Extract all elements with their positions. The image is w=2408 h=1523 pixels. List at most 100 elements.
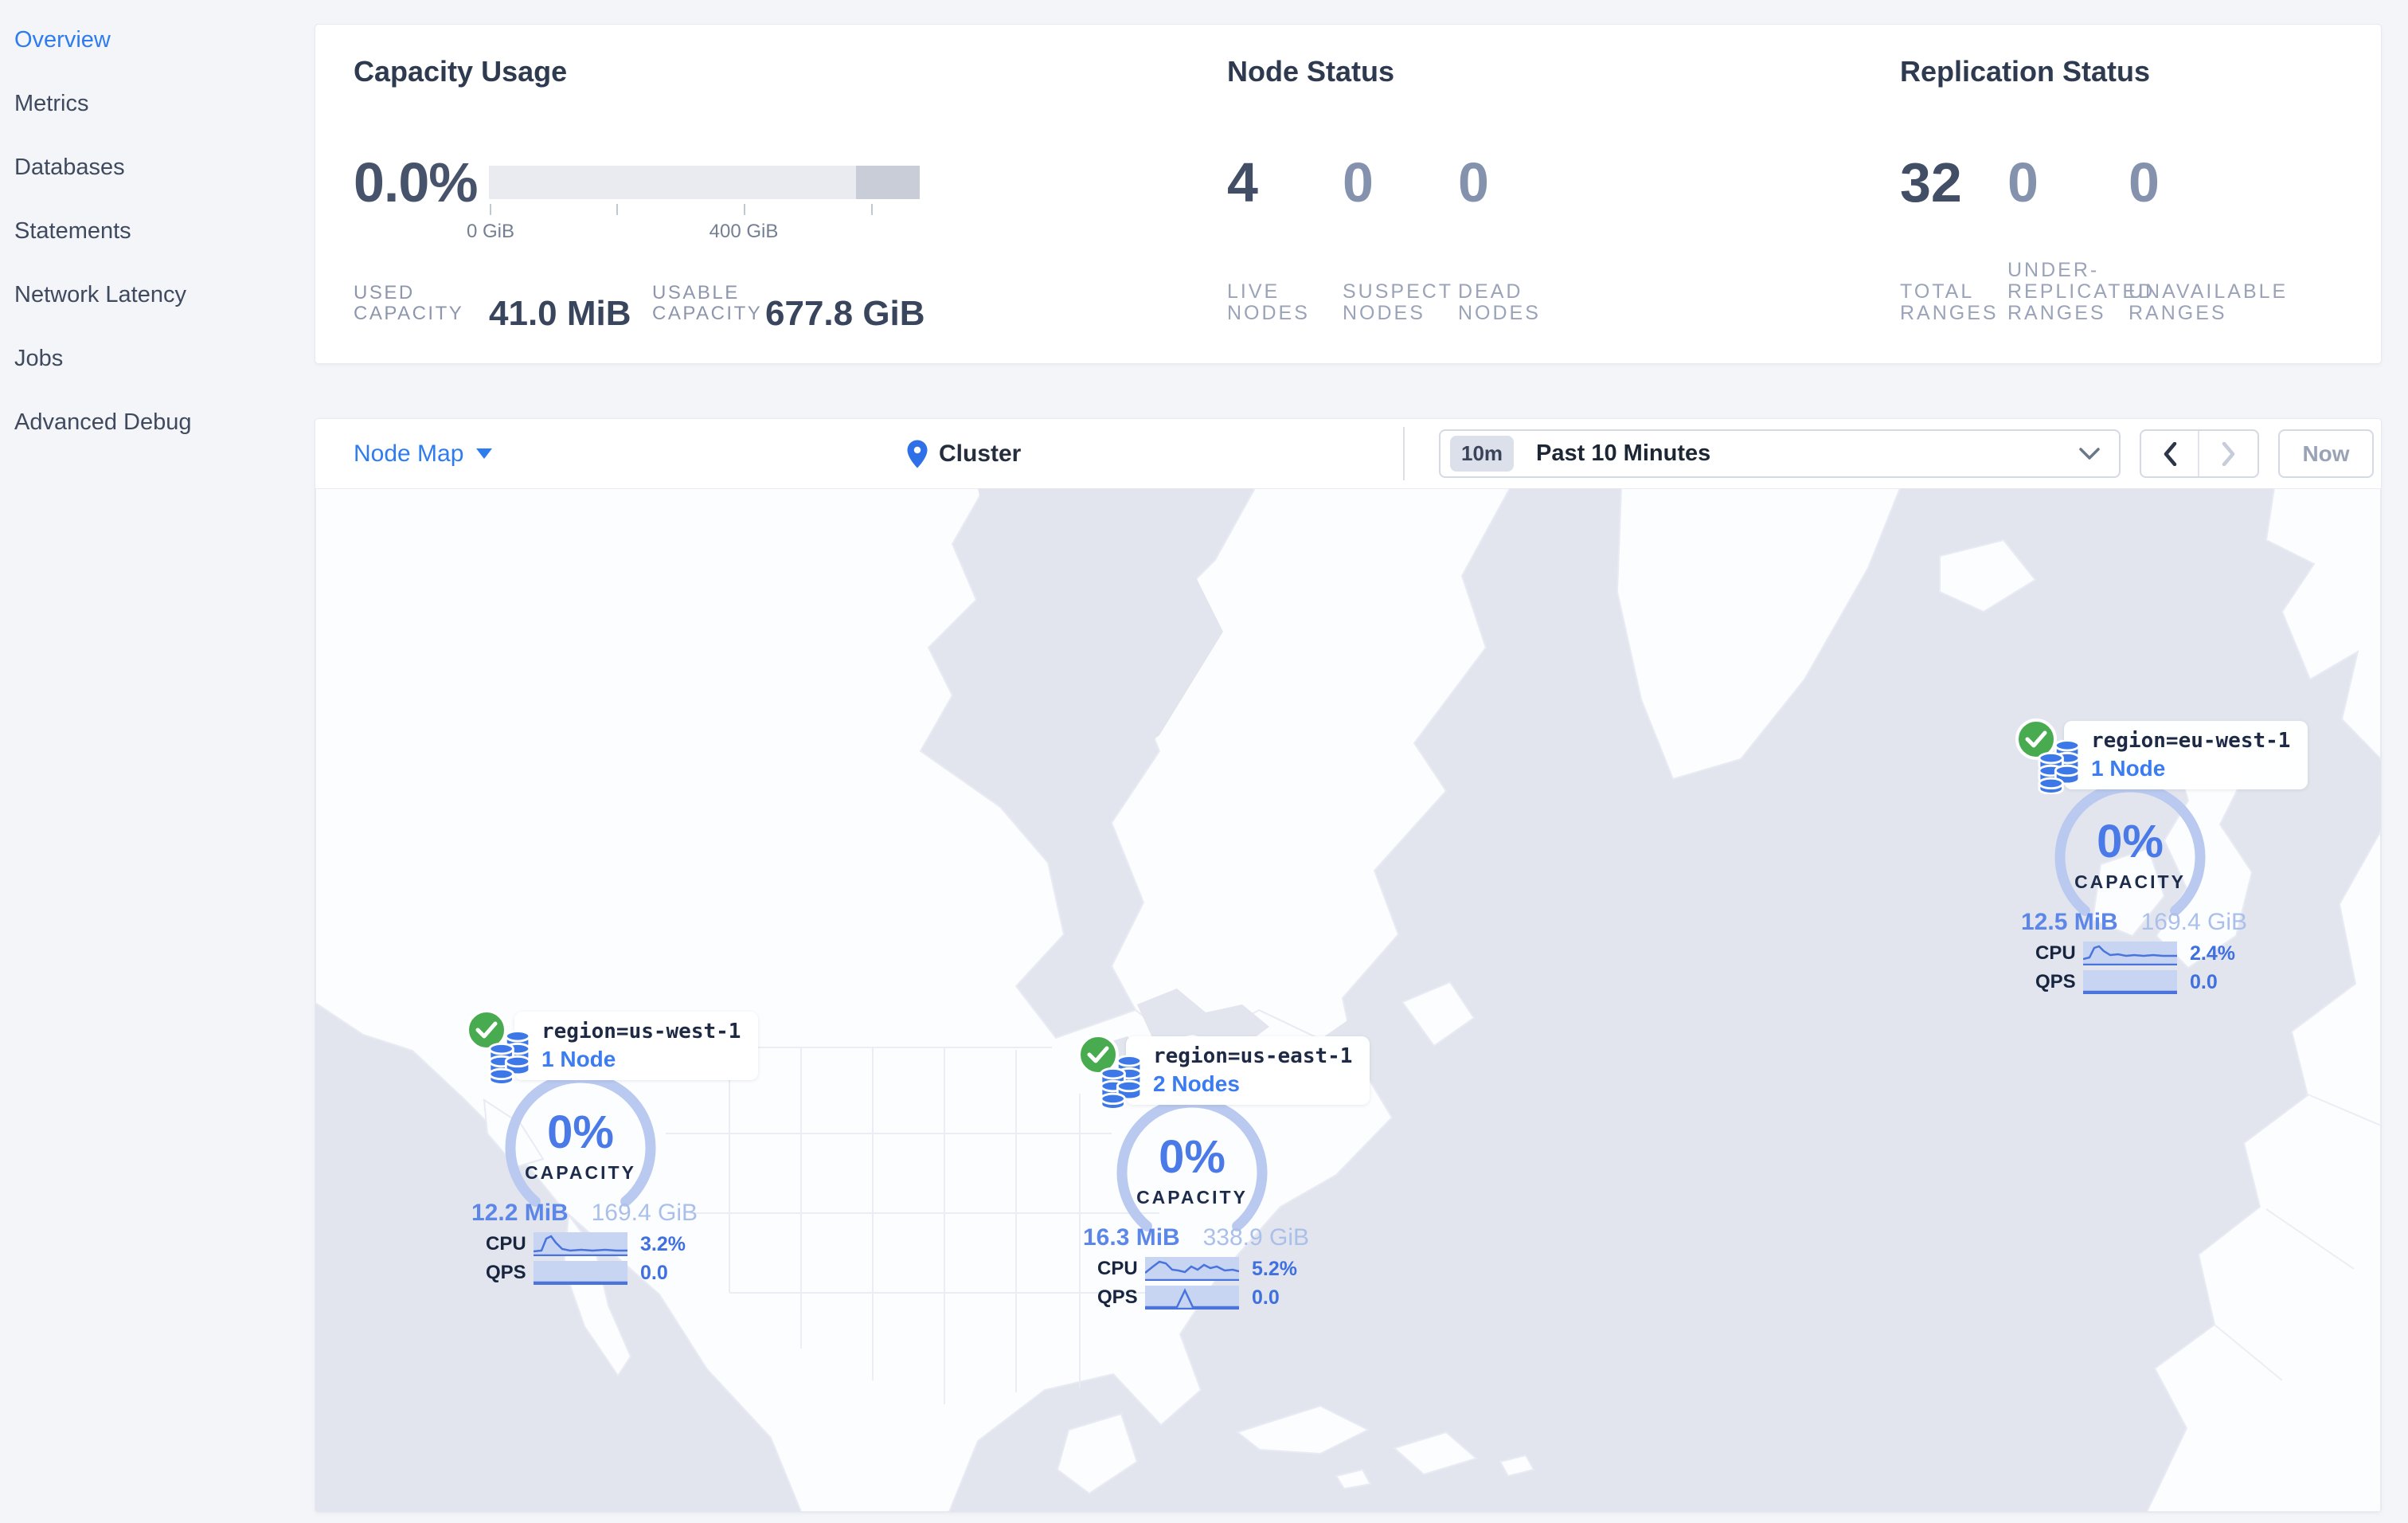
region-capacity-label: CAPACITY bbox=[1136, 1187, 1248, 1208]
now-button[interactable]: Now bbox=[2278, 429, 2374, 478]
region-usable-capacity: 338.9 GiB bbox=[1202, 1224, 1309, 1251]
sidebar-item-jobs[interactable]: Jobs bbox=[14, 346, 64, 371]
region-capacity-values: 16.3 MiB 338.9 GiB bbox=[1083, 1224, 1309, 1251]
under-replicated-ranges-label: UNDER-REPLICATED RANGES bbox=[2007, 259, 2156, 324]
qps-value: 0.0 bbox=[1252, 1286, 1280, 1309]
region-usable-capacity: 169.4 GiB bbox=[2140, 909, 2247, 935]
location-pin-icon bbox=[907, 440, 928, 468]
capacity-axis-tick bbox=[744, 204, 745, 215]
sidebar-item-databases[interactable]: Databases bbox=[14, 155, 125, 180]
capacity-usage-bar bbox=[489, 166, 920, 199]
cpu-sparkline bbox=[2082, 942, 2177, 966]
node-status-title: Node Status bbox=[1227, 55, 1395, 88]
capacity-axis-label-0: 0 GiB bbox=[466, 221, 515, 242]
sidebar-item-metrics[interactable]: Metrics bbox=[14, 91, 89, 116]
region-name: region=eu-west-1 bbox=[2091, 729, 2291, 753]
region-cpu-row: CPU 2.4% bbox=[2035, 941, 2258, 966]
live-nodes-label: LIVE NODES bbox=[1227, 280, 1310, 324]
region-marker-eu-west-1[interactable]: region=eu-west-1 1 Node 0% CAPACITY 12.5… bbox=[2015, 718, 2308, 998]
usable-capacity-label: USABLE CAPACITY bbox=[652, 282, 763, 324]
region-nodes-link[interactable]: 1 Node bbox=[2091, 756, 2166, 781]
sidebar: Overview Metrics Databases Statements Ne… bbox=[0, 0, 315, 1523]
map-toolbar: Node Map Cluster 10m Past 10 Minutes bbox=[315, 419, 2381, 488]
cpu-value: 2.4% bbox=[2190, 942, 2235, 965]
region-label-chip: region=eu-west-1 1 Node bbox=[2064, 721, 2308, 789]
region-capacity-percent: 0% bbox=[1159, 1131, 1226, 1183]
capacity-axis-tick bbox=[490, 204, 491, 215]
qps-value: 0.0 bbox=[2190, 970, 2218, 993]
time-range-dropdown[interactable]: 10m Past 10 Minutes bbox=[1439, 429, 2121, 478]
database-stack-icon bbox=[1100, 1055, 1143, 1110]
capacity-usage-title: Capacity Usage bbox=[354, 55, 568, 88]
node-map: region=us-west-1 1 Node 0% CAPACITY 12.2… bbox=[315, 488, 2381, 1512]
capacity-axis-tick bbox=[871, 204, 873, 215]
cpu-value: 3.2% bbox=[640, 1232, 686, 1255]
region-capacity-label: CAPACITY bbox=[2074, 871, 2186, 892]
under-replicated-ranges-count: 0 bbox=[2007, 151, 2039, 213]
dead-nodes-label: DEAD NODES bbox=[1458, 280, 1541, 324]
used-capacity-label: USED CAPACITY bbox=[354, 282, 464, 324]
time-prev-button[interactable] bbox=[2141, 431, 2199, 476]
qps-sparkline bbox=[1145, 1286, 1239, 1310]
time-pager-group bbox=[2140, 429, 2259, 478]
breadcrumb-label: Cluster bbox=[939, 440, 1022, 467]
cluster-summary-panel: Capacity Usage 0.0% 0 GiB 400 GiB USED C… bbox=[315, 24, 2382, 364]
region-used-capacity: 12.2 MiB bbox=[471, 1200, 569, 1226]
cpu-label: CPU bbox=[1097, 1258, 1138, 1279]
live-nodes-count: 4 bbox=[1227, 151, 1258, 213]
region-label-chip: region=us-west-1 1 Node bbox=[514, 1012, 759, 1080]
region-marker-us-west-1[interactable]: region=us-west-1 1 Node 0% CAPACITY 12.2… bbox=[465, 1008, 759, 1289]
region-nodes-link[interactable]: 2 Nodes bbox=[1153, 1071, 1240, 1096]
qps-value: 0.0 bbox=[640, 1261, 668, 1284]
qps-label: QPS bbox=[2035, 971, 2076, 992]
region-capacity-label: CAPACITY bbox=[525, 1162, 636, 1183]
capacity-usage-percent: 0.0% bbox=[354, 151, 479, 213]
region-used-capacity: 12.5 MiB bbox=[2021, 909, 2118, 935]
dead-nodes-count: 0 bbox=[1458, 151, 1489, 213]
sidebar-item-overview[interactable]: Overview bbox=[14, 27, 111, 53]
view-mode-selector[interactable]: Node Map bbox=[354, 440, 493, 468]
cpu-label: CPU bbox=[2035, 942, 2076, 964]
time-next-button[interactable] bbox=[2199, 431, 2258, 476]
node-map-panel: Node Map Cluster 10m Past 10 Minutes bbox=[315, 418, 2382, 1513]
capacity-axis-label-400: 400 GiB bbox=[709, 221, 779, 242]
region-cpu-row: CPU 5.2% bbox=[1097, 1256, 1320, 1282]
healthy-check-icon bbox=[466, 1009, 507, 1051]
region-name: region=us-west-1 bbox=[541, 1020, 741, 1043]
time-range-label: Past 10 Minutes bbox=[1536, 440, 1711, 466]
qps-sparkline bbox=[534, 1261, 627, 1286]
next-arrow-icon bbox=[2222, 441, 2234, 466]
unavailable-ranges-count: 0 bbox=[2128, 151, 2160, 213]
dropdown-caret-icon bbox=[476, 448, 493, 459]
region-qps-row: QPS 0.0 bbox=[2035, 969, 2258, 995]
breadcrumb[interactable]: Cluster bbox=[905, 439, 1021, 469]
toolbar-divider bbox=[1403, 427, 1405, 480]
total-ranges-count: 32 bbox=[1900, 151, 1962, 213]
cpu-label: CPU bbox=[486, 1233, 526, 1255]
healthy-check-icon bbox=[2015, 718, 2057, 760]
time-range-badge: 10m bbox=[1450, 436, 1515, 472]
cpu-sparkline bbox=[1144, 1257, 1240, 1282]
database-stack-icon bbox=[488, 1031, 531, 1085]
healthy-check-icon bbox=[1077, 1034, 1119, 1075]
suspect-nodes-count: 0 bbox=[1343, 151, 1374, 213]
capacity-axis-tick bbox=[616, 204, 618, 215]
sidebar-item-advanced-debug[interactable]: Advanced Debug bbox=[14, 409, 192, 435]
region-capacity-values: 12.2 MiB 169.4 GiB bbox=[471, 1200, 698, 1227]
great-lakes bbox=[1137, 989, 1269, 1049]
qps-sparkline bbox=[2083, 970, 2177, 995]
region-label-chip: region=us-east-1 2 Nodes bbox=[1126, 1036, 1370, 1105]
region-marker-us-east-1[interactable]: region=us-east-1 2 Nodes 0% CAPACITY 16.… bbox=[1077, 1033, 1370, 1314]
sidebar-item-statements[interactable]: Statements bbox=[14, 218, 131, 244]
region-capacity-percent: 0% bbox=[547, 1106, 614, 1158]
chevron-down-icon bbox=[2079, 447, 2100, 460]
used-capacity-value: 41.0 MiB bbox=[489, 294, 631, 333]
region-nodes-link[interactable]: 1 Node bbox=[541, 1047, 616, 1071]
region-qps-row: QPS 0.0 bbox=[486, 1260, 709, 1286]
main-content: Capacity Usage 0.0% 0 GiB 400 GiB USED C… bbox=[315, 0, 2408, 1523]
region-used-capacity: 16.3 MiB bbox=[1083, 1224, 1180, 1251]
total-ranges-label: TOTAL RANGES bbox=[1900, 280, 1999, 324]
prev-arrow-icon bbox=[2164, 441, 2176, 466]
sidebar-item-network-latency[interactable]: Network Latency bbox=[14, 282, 186, 307]
cpu-sparkline bbox=[533, 1232, 627, 1257]
